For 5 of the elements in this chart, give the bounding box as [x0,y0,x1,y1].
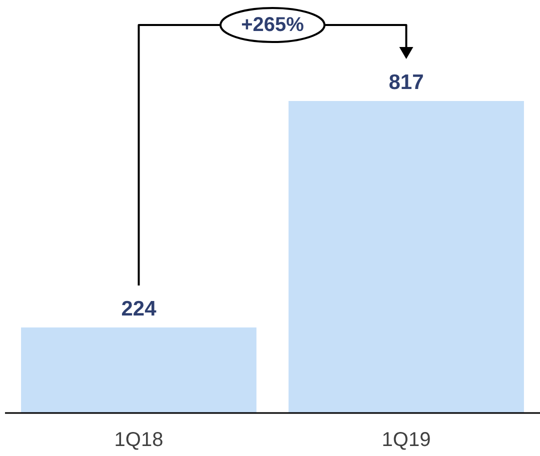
data-label: 817 [388,71,424,94]
x-tick-label: 1Q18 [114,429,164,451]
x-tick-label: 1Q19 [382,429,431,451]
data-label: 224 [121,297,157,320]
text: +265% [241,14,304,36]
